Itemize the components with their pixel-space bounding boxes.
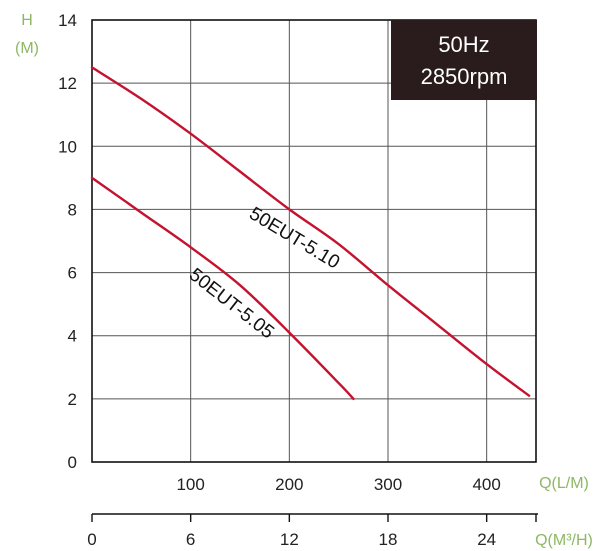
secondary-x-tick-label-2: 12 — [280, 530, 299, 549]
secondary-x-tick-label-0: 0 — [87, 530, 96, 549]
secondary-x-axis-ticks: 0 6 12 18 24 — [87, 514, 537, 549]
x-tick-label-0: 100 — [176, 475, 204, 494]
plot-frame — [91, 19, 537, 463]
y-tick-label-1: 12 — [58, 74, 77, 93]
y-tick-label-2: 10 — [58, 137, 77, 156]
y-axis-title-unit: (M) — [15, 40, 39, 57]
y-axis-ticks: 14 12 10 8 6 4 2 0 — [58, 11, 77, 472]
y-tick-label-3: 8 — [68, 200, 77, 219]
y-tick-label-7: 0 — [68, 453, 77, 472]
y-tick-label-4: 6 — [68, 264, 77, 283]
series-line-1 — [90, 176, 355, 401]
y-tick-label-5: 4 — [68, 327, 77, 346]
series-label-50eut-5-05: 50EUT-5.05 — [185, 264, 278, 343]
x-tick-label-1: 200 — [275, 475, 303, 494]
x-tick-label-3: 400 — [472, 475, 500, 494]
y-axis-title-h: H — [21, 12, 33, 29]
info-box-frequency: 50Hz — [438, 32, 489, 57]
x-axis-ticks: 100 200 300 400 — [176, 475, 500, 494]
x-axis-title: Q(L/M) — [539, 475, 589, 492]
secondary-x-tick-label-1: 6 — [186, 530, 195, 549]
secondary-x-tick-label-3: 18 — [379, 530, 398, 549]
x-tick-label-2: 300 — [374, 475, 402, 494]
info-box-background — [391, 20, 537, 100]
secondary-x-axis-title: Q(M³/H) — [535, 532, 593, 549]
grid-lines — [92, 20, 536, 462]
series-line-0 — [90, 66, 531, 397]
secondary-x-tick-label-4: 24 — [477, 530, 496, 549]
y-tick-label-0: 14 — [58, 11, 77, 30]
info-box: 50Hz 2850rpm — [391, 20, 537, 100]
y-tick-label-6: 2 — [68, 390, 77, 409]
info-box-speed: 2850rpm — [421, 64, 508, 89]
series-layer — [90, 66, 531, 401]
